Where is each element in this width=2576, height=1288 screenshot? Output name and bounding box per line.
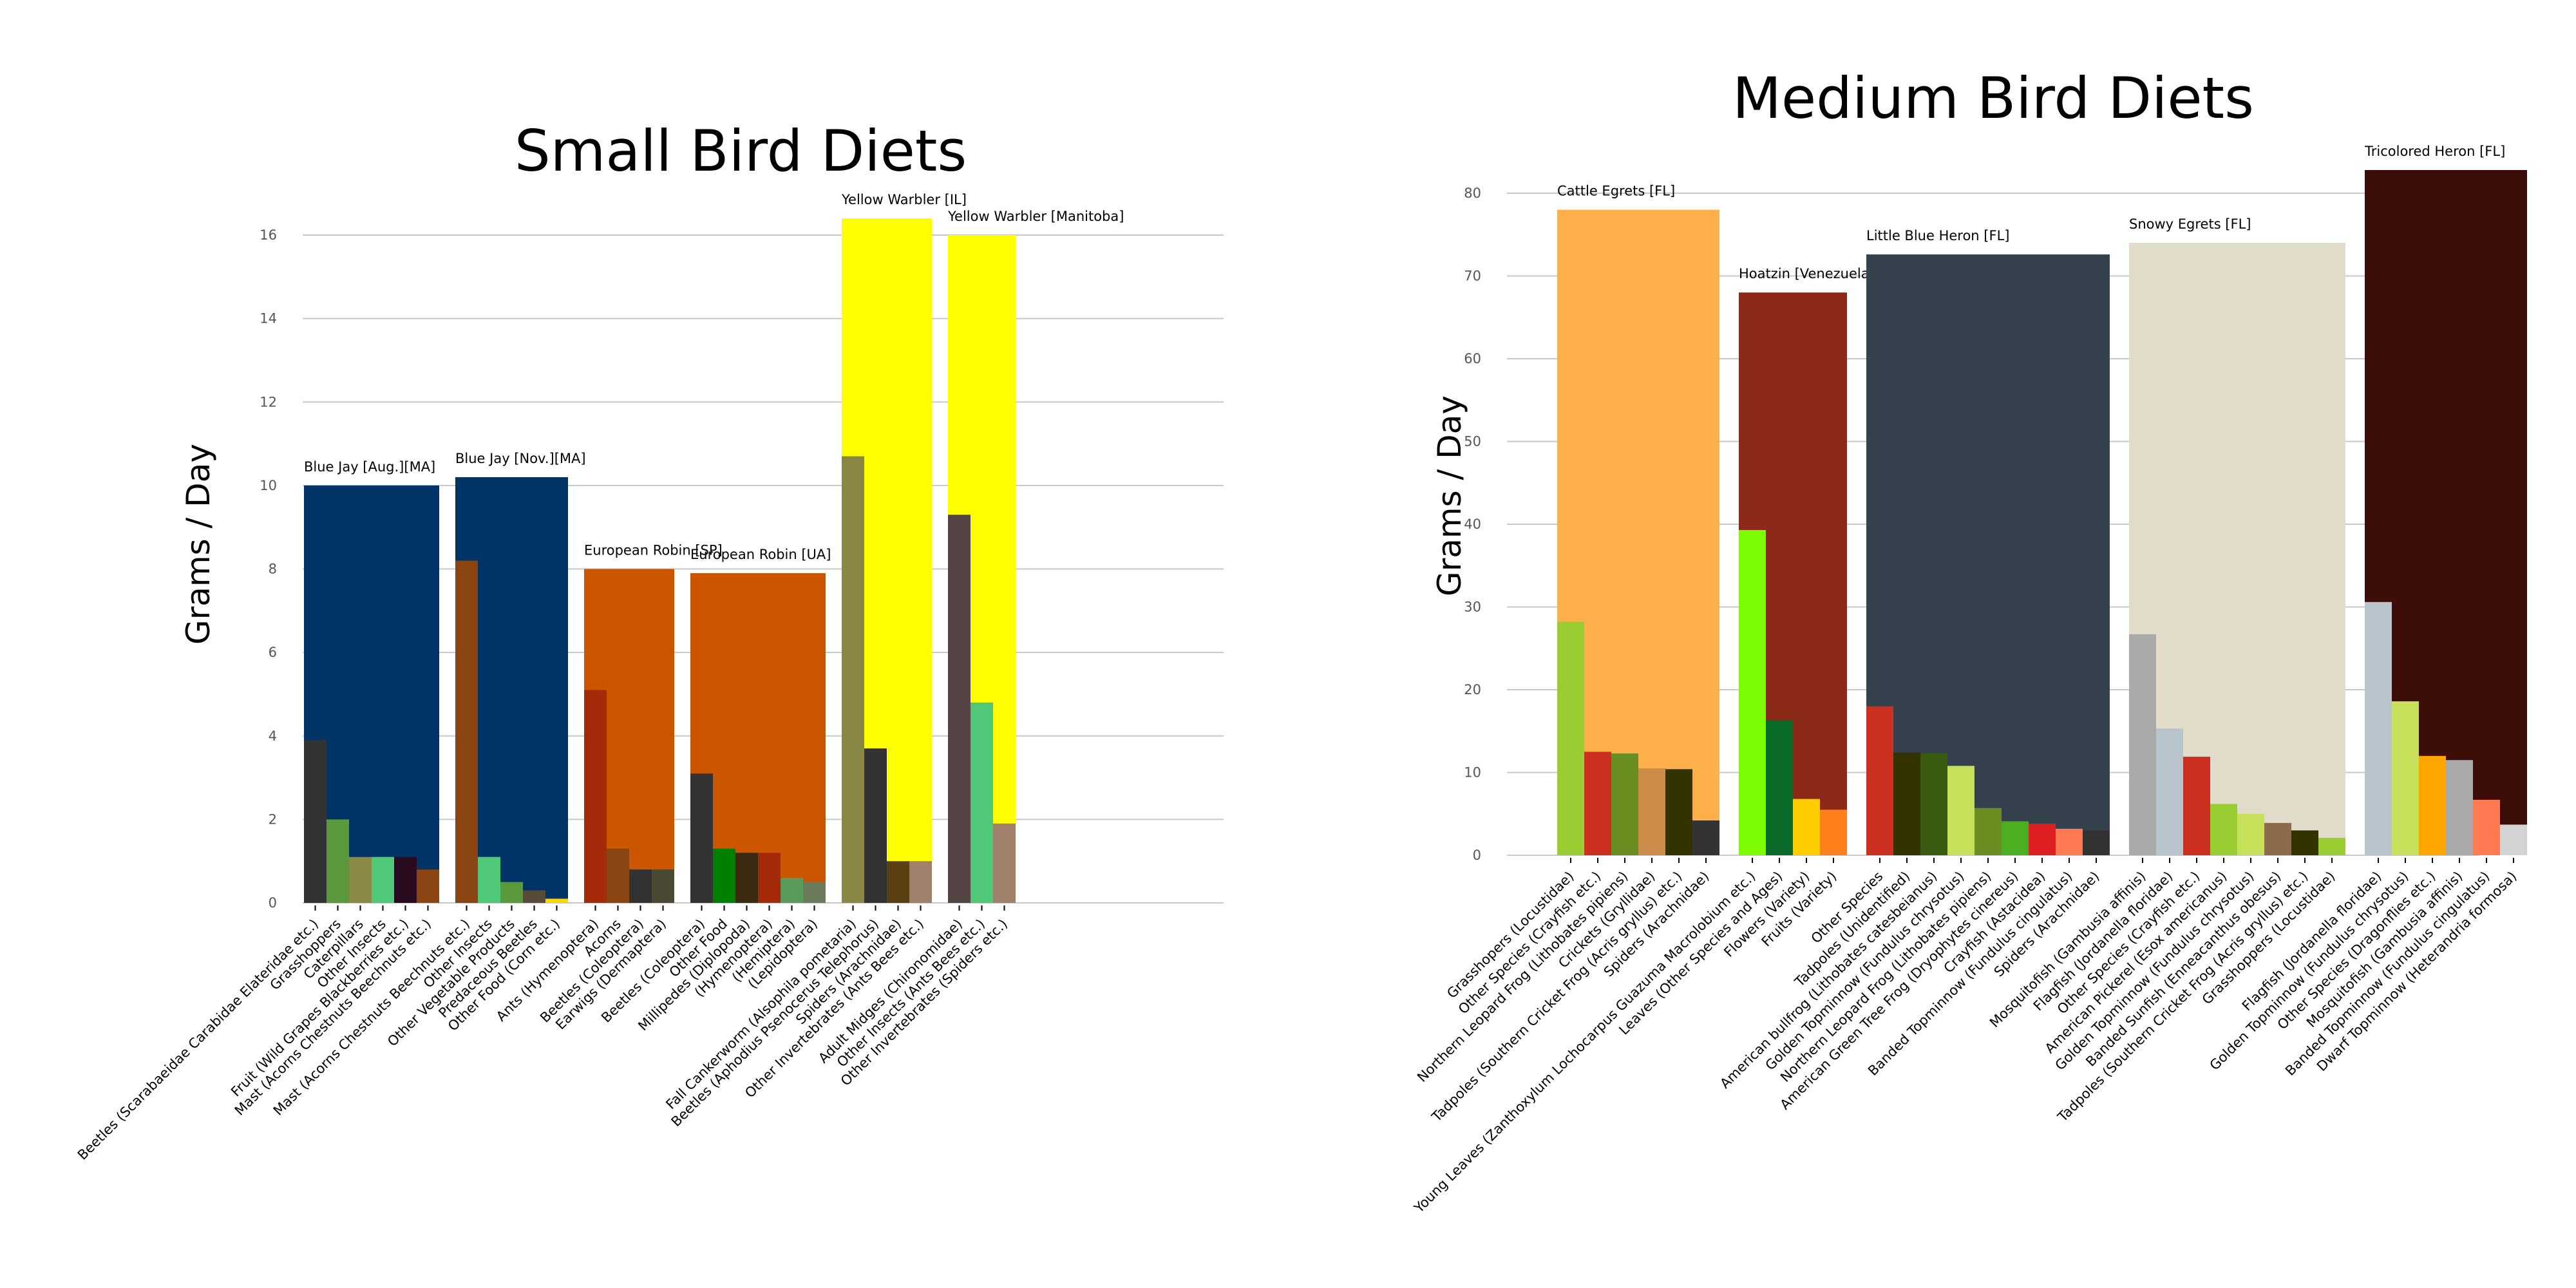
diet-item-bar xyxy=(584,690,607,903)
diet-item-bar xyxy=(2083,830,2110,855)
chart-title: Small Bird Diets xyxy=(515,118,967,184)
y-tick-label: 10 xyxy=(1464,765,1481,781)
diet-item-bar xyxy=(2318,838,2345,855)
y-tick-label: 4 xyxy=(269,728,277,744)
diet-item-bar xyxy=(2392,701,2419,855)
group-label: Snowy Egrets [FL] xyxy=(2129,216,2251,232)
diet-item-bar xyxy=(2002,821,2029,855)
diet-item-bar xyxy=(1584,752,1611,855)
diet-item-bar xyxy=(2237,813,2264,855)
diet-item-bar xyxy=(735,853,758,903)
y-tick-label: 10 xyxy=(260,478,277,493)
diet-item-bar xyxy=(2056,828,2083,855)
diet-item-bar xyxy=(523,890,545,903)
group-label: Hoatzin [Venezuela] xyxy=(1739,266,1875,281)
diet-item-bar xyxy=(909,861,932,903)
diet-item-bar xyxy=(1611,753,1638,855)
diet-item-bar xyxy=(887,861,909,903)
diet-item-bar xyxy=(1866,706,1893,855)
diet-item-bar xyxy=(1557,621,1584,855)
diet-item-bar xyxy=(803,882,826,903)
diet-item-bar xyxy=(394,857,417,903)
y-tick-label: 0 xyxy=(269,895,277,911)
medium-bird-diets-chart: Medium Bird Diets Grams / Day 0 10 20 30 40 5… xyxy=(1411,65,2527,1217)
diet-item-bar xyxy=(372,857,394,903)
y-tick-label: 80 xyxy=(1464,185,1481,201)
diet-item-bar xyxy=(455,560,478,903)
group-label: Little Blue Heron [FL] xyxy=(1866,228,2009,243)
group-label: Cattle Egrets [FL] xyxy=(1557,184,1675,199)
group-label: Yellow Warbler [IL] xyxy=(841,192,967,207)
diet-item-bar xyxy=(690,773,713,903)
diet-item-bar xyxy=(2156,728,2183,855)
diet-item-bar xyxy=(2473,799,2500,855)
diet-item-bar xyxy=(842,456,864,903)
diet-item-bar xyxy=(971,702,993,903)
diet-item-bar xyxy=(545,898,568,903)
diet-item-bar xyxy=(652,869,674,903)
diet-item-bar xyxy=(993,823,1016,903)
y-axis-label: Grams / Day xyxy=(180,444,217,645)
diet-item-bar xyxy=(478,857,500,903)
group-label: Blue Jay [Aug.][MA] xyxy=(304,459,435,475)
diet-item-bar xyxy=(864,748,887,903)
group-label: Tricolored Heron [FL] xyxy=(2364,144,2505,159)
y-tick-label: 50 xyxy=(1464,434,1481,450)
chart-title: Medium Bird Diets xyxy=(1732,65,2254,131)
y-tick-label: 20 xyxy=(1464,682,1481,697)
diet-item-bar xyxy=(1793,799,1820,855)
diet-item-bar xyxy=(1665,769,1692,855)
x-tick-label: Northern Leopard Frog (Lithobates pipien… xyxy=(1414,869,1631,1085)
y-axis-label: Grams / Day xyxy=(1431,395,1468,596)
y-tick-label: 12 xyxy=(260,394,277,410)
diet-item-bar xyxy=(500,882,523,903)
diet-item-bar xyxy=(327,819,349,903)
diet-item-bar xyxy=(781,878,803,903)
group-label: European Robin [SP] xyxy=(584,543,723,558)
diet-item-bar xyxy=(758,853,781,903)
diet-item-bar xyxy=(1920,753,1947,855)
diet-item-bar xyxy=(1947,766,1975,855)
y-tick-label: 60 xyxy=(1464,351,1481,366)
y-tick-label: 16 xyxy=(260,227,277,243)
y-tick-label: 40 xyxy=(1464,516,1481,532)
diet-item-bar xyxy=(304,740,327,903)
diet-item-bar xyxy=(629,869,652,903)
diet-item-bar xyxy=(1739,529,1766,855)
group-label: Yellow Warbler [Manitoba] xyxy=(947,209,1124,224)
diet-item-bar xyxy=(2446,760,2473,855)
diet-item-bar xyxy=(2264,822,2291,855)
diet-item-bar xyxy=(1975,808,2002,855)
y-tick-label: 70 xyxy=(1464,269,1481,284)
diet-item-bar xyxy=(2419,755,2446,855)
diet-item-bar xyxy=(1638,768,1665,855)
diet-item-bar xyxy=(1692,820,1719,855)
diet-item-bar xyxy=(607,848,629,903)
diet-item-bar xyxy=(2183,757,2210,855)
small-bird-diets-chart: Small Bird Diets Grams / Day 0 2 4 6 8 10 12 14… xyxy=(75,118,1224,1163)
y-tick-label: 0 xyxy=(1473,848,1481,863)
diet-item-bar xyxy=(2291,830,2318,855)
diet-item-bar xyxy=(2500,824,2527,855)
diet-item-bar xyxy=(417,869,439,903)
diet-item-bar xyxy=(1766,720,1793,855)
y-tick-label: 2 xyxy=(269,811,277,827)
diet-item-bar xyxy=(948,515,971,903)
diet-item-bar xyxy=(349,857,372,903)
y-tick-label: 14 xyxy=(260,311,277,327)
diet-item-bar xyxy=(1893,752,1920,855)
diet-item-bar xyxy=(713,848,735,903)
group-label: European Robin [UA] xyxy=(690,547,831,562)
diet-item-bar xyxy=(1820,810,1847,855)
y-tick-label: 8 xyxy=(269,562,277,577)
diet-item-bar xyxy=(2365,601,2392,855)
diet-item-bar xyxy=(2129,634,2156,855)
y-tick-label: 30 xyxy=(1464,600,1481,615)
diet-item-bar xyxy=(2210,804,2237,855)
diet-item-bar xyxy=(2029,824,2056,855)
group-label: Blue Jay [Nov.][MA] xyxy=(455,451,586,466)
y-tick-label: 6 xyxy=(269,645,277,660)
